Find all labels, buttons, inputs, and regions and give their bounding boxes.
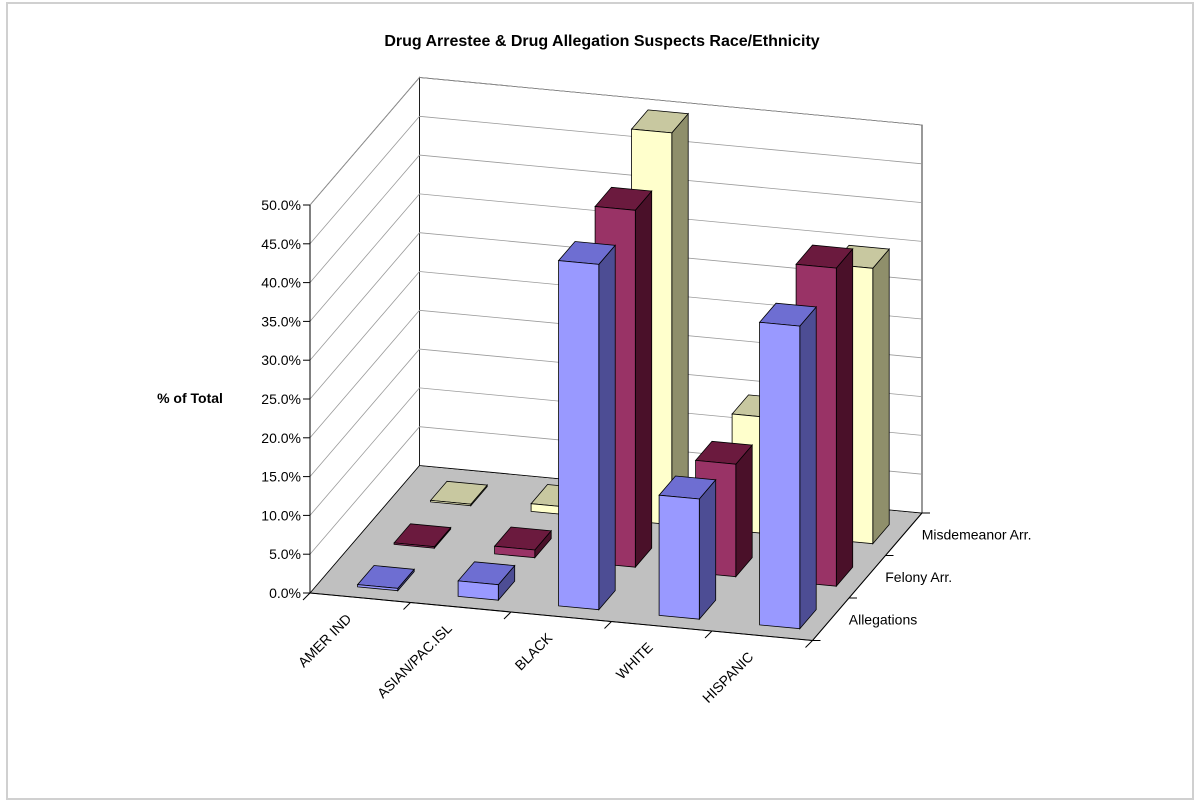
bar-side [634,190,653,569]
y-tick-label: 25.0% [261,391,301,407]
series-label: Felony Arr. [885,569,952,585]
bar [393,523,452,550]
y-tick-label: 50.0% [261,197,301,213]
x-tick-label: ASIAN/PAC.ISL [374,620,455,701]
bar [493,526,553,559]
x-tick-mark [704,630,713,639]
bar-side [872,248,890,545]
chart-frame: Drug Arrestee & Drug Allegation Suspects… [6,2,1194,800]
x-tick-label: HISPANIC [699,649,756,706]
y-tick-label: 40.0% [261,275,301,291]
bar-side [598,244,616,611]
bar-front [393,542,435,549]
series-label: Allegations [849,611,918,627]
y-tick-label: 15.0% [261,469,301,485]
bar-front [457,580,499,601]
chart-title: Drug Arrestee & Drug Allegation Suspects… [384,33,819,50]
bar-side [799,305,817,630]
bar [658,475,717,621]
x-tick-mark [604,621,612,629]
series-axis-line [812,512,923,641]
gridline [309,193,923,322]
x-tick-label: BLACK [512,629,556,673]
gridline [309,348,923,477]
x-tick-mark [503,611,512,620]
y-axis: 0.0% 5.0% 10.0% 15.0% 20.0% 25.0% 30.0% 35.0% 40… [261,197,311,601]
bar [457,561,516,602]
y-tick-label: 20.0% [261,430,301,446]
x-tick-mark [302,592,311,601]
bar-side [735,444,753,578]
bar-front [430,499,472,507]
gridline [309,154,923,283]
y-tick-label: 35.0% [261,313,301,329]
x-tick-label: WHITE [613,639,656,682]
bar [356,565,416,592]
chart: Drug Arrestee & Drug Allegation Suspects… [157,33,1032,706]
bar-front [494,545,536,559]
x-tick-mark [403,602,411,610]
series-label: Misdemeanor Arr. [922,526,1032,542]
bar-side [835,247,854,588]
bar-front [658,494,700,620]
x-tick-mark [805,640,813,648]
bar-front [558,260,600,611]
y-tick-label: 5.0% [269,546,301,562]
gridline [309,232,923,361]
bar-front [759,321,801,630]
y-tick-label: 0.0% [269,585,301,601]
bars [356,109,891,630]
gridline [309,115,923,245]
y-tick-label: 10.0% [261,507,301,523]
gridline [309,77,923,206]
bar [429,480,489,507]
y-tick-label: 30.0% [261,352,301,368]
bar-side [671,112,689,526]
y-tick-label: 45.0% [261,236,301,252]
x-axis-line [309,592,813,641]
gridline [309,271,923,400]
bar-front [357,584,399,592]
bar-side [698,478,717,621]
gridline [309,309,923,439]
x-tick-label: AMER IND [295,611,355,671]
bar [557,241,617,611]
bar [758,302,818,630]
y-axis-label: % of Total [157,390,223,406]
series-axis: Allegations Felony Arr. Misdemeanor Arr. [812,512,1032,641]
